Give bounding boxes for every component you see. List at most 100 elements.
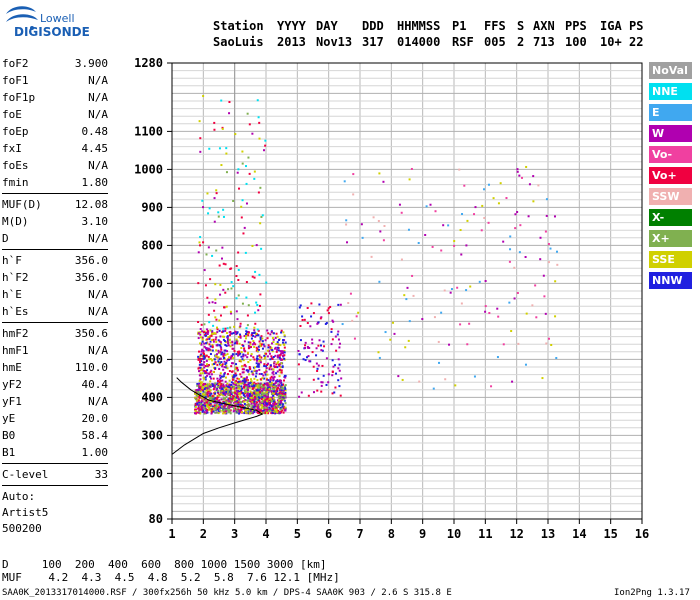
echo-point [440,249,443,252]
echo-point [545,198,548,201]
echo-point [217,215,220,218]
echo-point [228,358,231,361]
echo-point [216,400,219,403]
echo-point [279,344,282,347]
echo-point [235,265,238,268]
echo-point [418,380,421,383]
echo-point [238,350,241,353]
echo-point [280,388,283,391]
echo-point [338,369,341,372]
echo-point [199,372,202,375]
echo-point [203,342,206,345]
echo-point [209,400,212,403]
echo-point [205,354,208,357]
echo-point [466,219,469,222]
echo-point [207,336,210,339]
echo-point [209,345,212,348]
echo-point [226,340,229,343]
header-value: 317 [362,35,384,49]
echo-point [260,385,263,388]
echo-point [206,384,209,387]
echo-point [519,224,522,227]
echo-point [234,407,237,410]
echo-cluster [193,382,287,415]
echo-point [265,402,268,405]
echo-point [514,227,517,230]
echo-point [215,340,218,343]
echo-point [333,364,336,367]
echo-point [282,398,285,401]
echo-point [463,184,466,187]
echo-point [254,335,257,338]
echo-point [274,354,277,357]
echo-point [227,406,230,409]
echo-point [275,391,278,394]
echo-point [250,346,253,349]
echo-point [339,303,342,306]
echo-point [237,168,240,171]
echo-point [228,394,231,397]
echo-point [353,337,356,340]
echo-point [253,410,256,413]
echo-point [218,382,221,385]
echo-point [198,410,201,413]
echo-point [230,397,233,400]
echo-point [275,409,278,412]
echo-point [194,408,197,411]
echo-point [197,407,200,410]
echo-point [233,397,236,400]
echo-point [424,233,427,236]
echo-point [248,373,251,376]
echo-point [250,334,253,337]
echo-point [208,207,211,210]
echo-point [276,342,279,345]
echo-point [211,331,214,334]
echo-point [277,338,280,341]
legend-item: W [649,125,692,142]
echo-point [335,349,338,352]
echo-point [260,356,263,359]
echo-point [261,389,264,392]
echo-point [261,377,264,380]
echo-point [258,390,261,393]
echo-point [239,335,242,338]
echo-point [203,391,206,394]
echo-point [284,389,287,392]
echo-point [253,331,256,334]
echo-point [199,386,202,389]
param-value: 110.0 [74,361,108,374]
echo-point [201,340,204,343]
echo-point [230,381,233,384]
echo-point [278,363,281,366]
echo-point [269,365,272,368]
echo-point [260,247,263,250]
echo-point [219,335,222,338]
echo-point [304,359,307,362]
y-tick-label: 400 [141,390,163,404]
echo-point [338,385,341,388]
echo-point [278,380,281,383]
echo-point [250,370,253,373]
echo-point [337,367,340,370]
echo-point [236,410,239,413]
x-tick-label: 14 [572,527,586,541]
echo-point [229,401,232,404]
echo-point [331,392,334,395]
echo-point [304,346,307,349]
echo-point [263,382,266,385]
echo-point [509,235,512,238]
echo-point [339,342,342,345]
echo-point [214,298,217,301]
echo-point [316,389,319,392]
echo-point [276,370,279,373]
echo-point [252,340,255,343]
echo-point [272,390,275,393]
echo-point [318,339,321,342]
echo-point [246,332,249,335]
echo-point [201,338,204,341]
echo-point [276,390,279,393]
echo-point [258,372,261,375]
echo-point [272,400,275,403]
echo-point [272,341,275,344]
echo-point [205,389,208,392]
